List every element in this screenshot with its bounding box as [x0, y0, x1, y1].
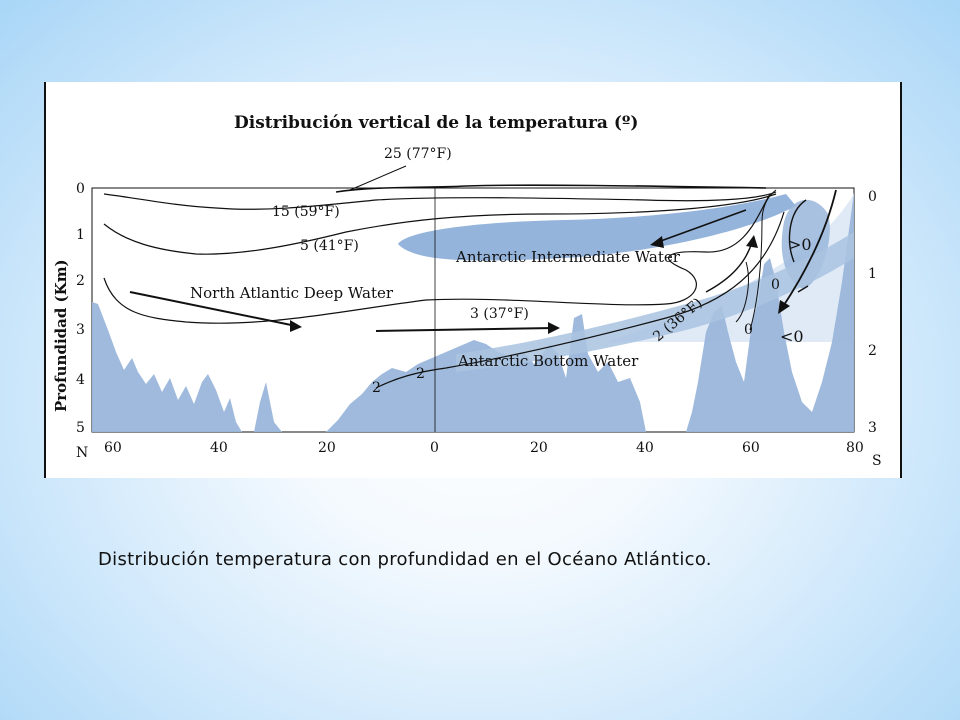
temperature-section-figure: Distribución vertical de la temperatura … — [44, 82, 902, 478]
isotherm-25-label: 25 (77°F) — [384, 146, 452, 162]
left-axis: 0 1 2 3 4 5 — [76, 181, 85, 436]
intermediate-water-arrow — [657, 209, 747, 243]
bottom-axis: N 60 40 20 0 20 40 60 80 S — [76, 440, 882, 469]
isotherm-15-line — [103, 191, 777, 210]
deep-water-arrowhead — [290, 320, 302, 332]
isotherm-2a-label: 2 — [372, 380, 381, 396]
pale-water-region — [606, 194, 854, 342]
isotherm-5-line — [103, 193, 777, 255]
left-tick: 3 — [76, 322, 85, 338]
left-tick: 0 — [76, 181, 85, 197]
deep-water-arrow — [129, 291, 297, 327]
vortex-arrow-down — [781, 189, 837, 309]
x-tick: 80 — [846, 440, 864, 456]
intermediate-water-arrowhead — [650, 236, 664, 248]
x-tick: 0 — [430, 440, 439, 456]
bottom-water-arrow — [375, 327, 555, 332]
x-tick: 60 — [104, 440, 122, 456]
vortex-arrow-small — [797, 285, 809, 293]
right-tick: 2 — [868, 343, 877, 359]
isotherm-2b-label: 2 — [416, 366, 425, 382]
isotherm-3-line — [103, 193, 771, 324]
isotherm-2-arrow — [705, 241, 753, 293]
isotherm-25-pointer — [349, 165, 407, 191]
bottom-water-band — [456, 232, 854, 372]
x-tick: 40 — [210, 440, 228, 456]
isotherm-0-label: 0 — [744, 322, 753, 338]
isotherm-3-label: 3 (37°F) — [470, 306, 529, 322]
left-tick: 4 — [76, 372, 85, 388]
isotherm-0-line — [749, 189, 777, 331]
right-tick: 1 — [868, 266, 877, 282]
vortex-upper-label: >0 — [788, 235, 812, 254]
x-tick: 40 — [636, 440, 654, 456]
x-tick: 60 — [742, 440, 760, 456]
right-tick: 3 — [868, 420, 877, 436]
right-axis: 0 1 2 3 — [868, 189, 877, 436]
isotherm-2-arrowhead — [746, 235, 758, 248]
seafloor-topography — [92, 192, 854, 432]
x-axis-end-s: S — [872, 453, 882, 469]
intermediate-water-tongue — [398, 194, 796, 261]
x-axis-end-n: N — [76, 445, 88, 461]
bottom-water-arrowhead — [548, 322, 560, 334]
x-tick: 20 — [318, 440, 336, 456]
isotherm-25-line — [335, 184, 767, 193]
left-tick: 1 — [76, 227, 85, 243]
left-tick: 2 — [76, 273, 85, 289]
y-axis-label: Profundidad (Km) — [52, 259, 70, 412]
vortex-lower-label: <0 — [780, 327, 804, 346]
isotherm-15-label: 15 (59°F) — [272, 204, 340, 220]
isotherm-0b-label: 0 — [771, 277, 780, 293]
figure-title: Distribución vertical de la temperatura … — [234, 113, 638, 133]
left-tick: 5 — [76, 420, 85, 436]
x-tick: 20 — [530, 440, 548, 456]
vortex-arrowhead — [778, 300, 790, 314]
isotherm-5-label: 5 (41°F) — [300, 238, 359, 254]
vortex-arrow-up — [788, 199, 807, 263]
isotherm-0b-line — [735, 261, 749, 323]
north-atlantic-deep-water-label: North Atlantic Deep Water — [190, 284, 394, 302]
antarctic-intermediate-water-label: Antarctic Intermediate Water — [455, 248, 681, 266]
antarctic-bottom-water-label: Antarctic Bottom Water — [457, 352, 639, 370]
figure-caption: Distribución temperatura con profundidad… — [98, 549, 712, 570]
isotherm-2-line — [375, 211, 785, 389]
right-tick: 0 — [868, 189, 877, 205]
